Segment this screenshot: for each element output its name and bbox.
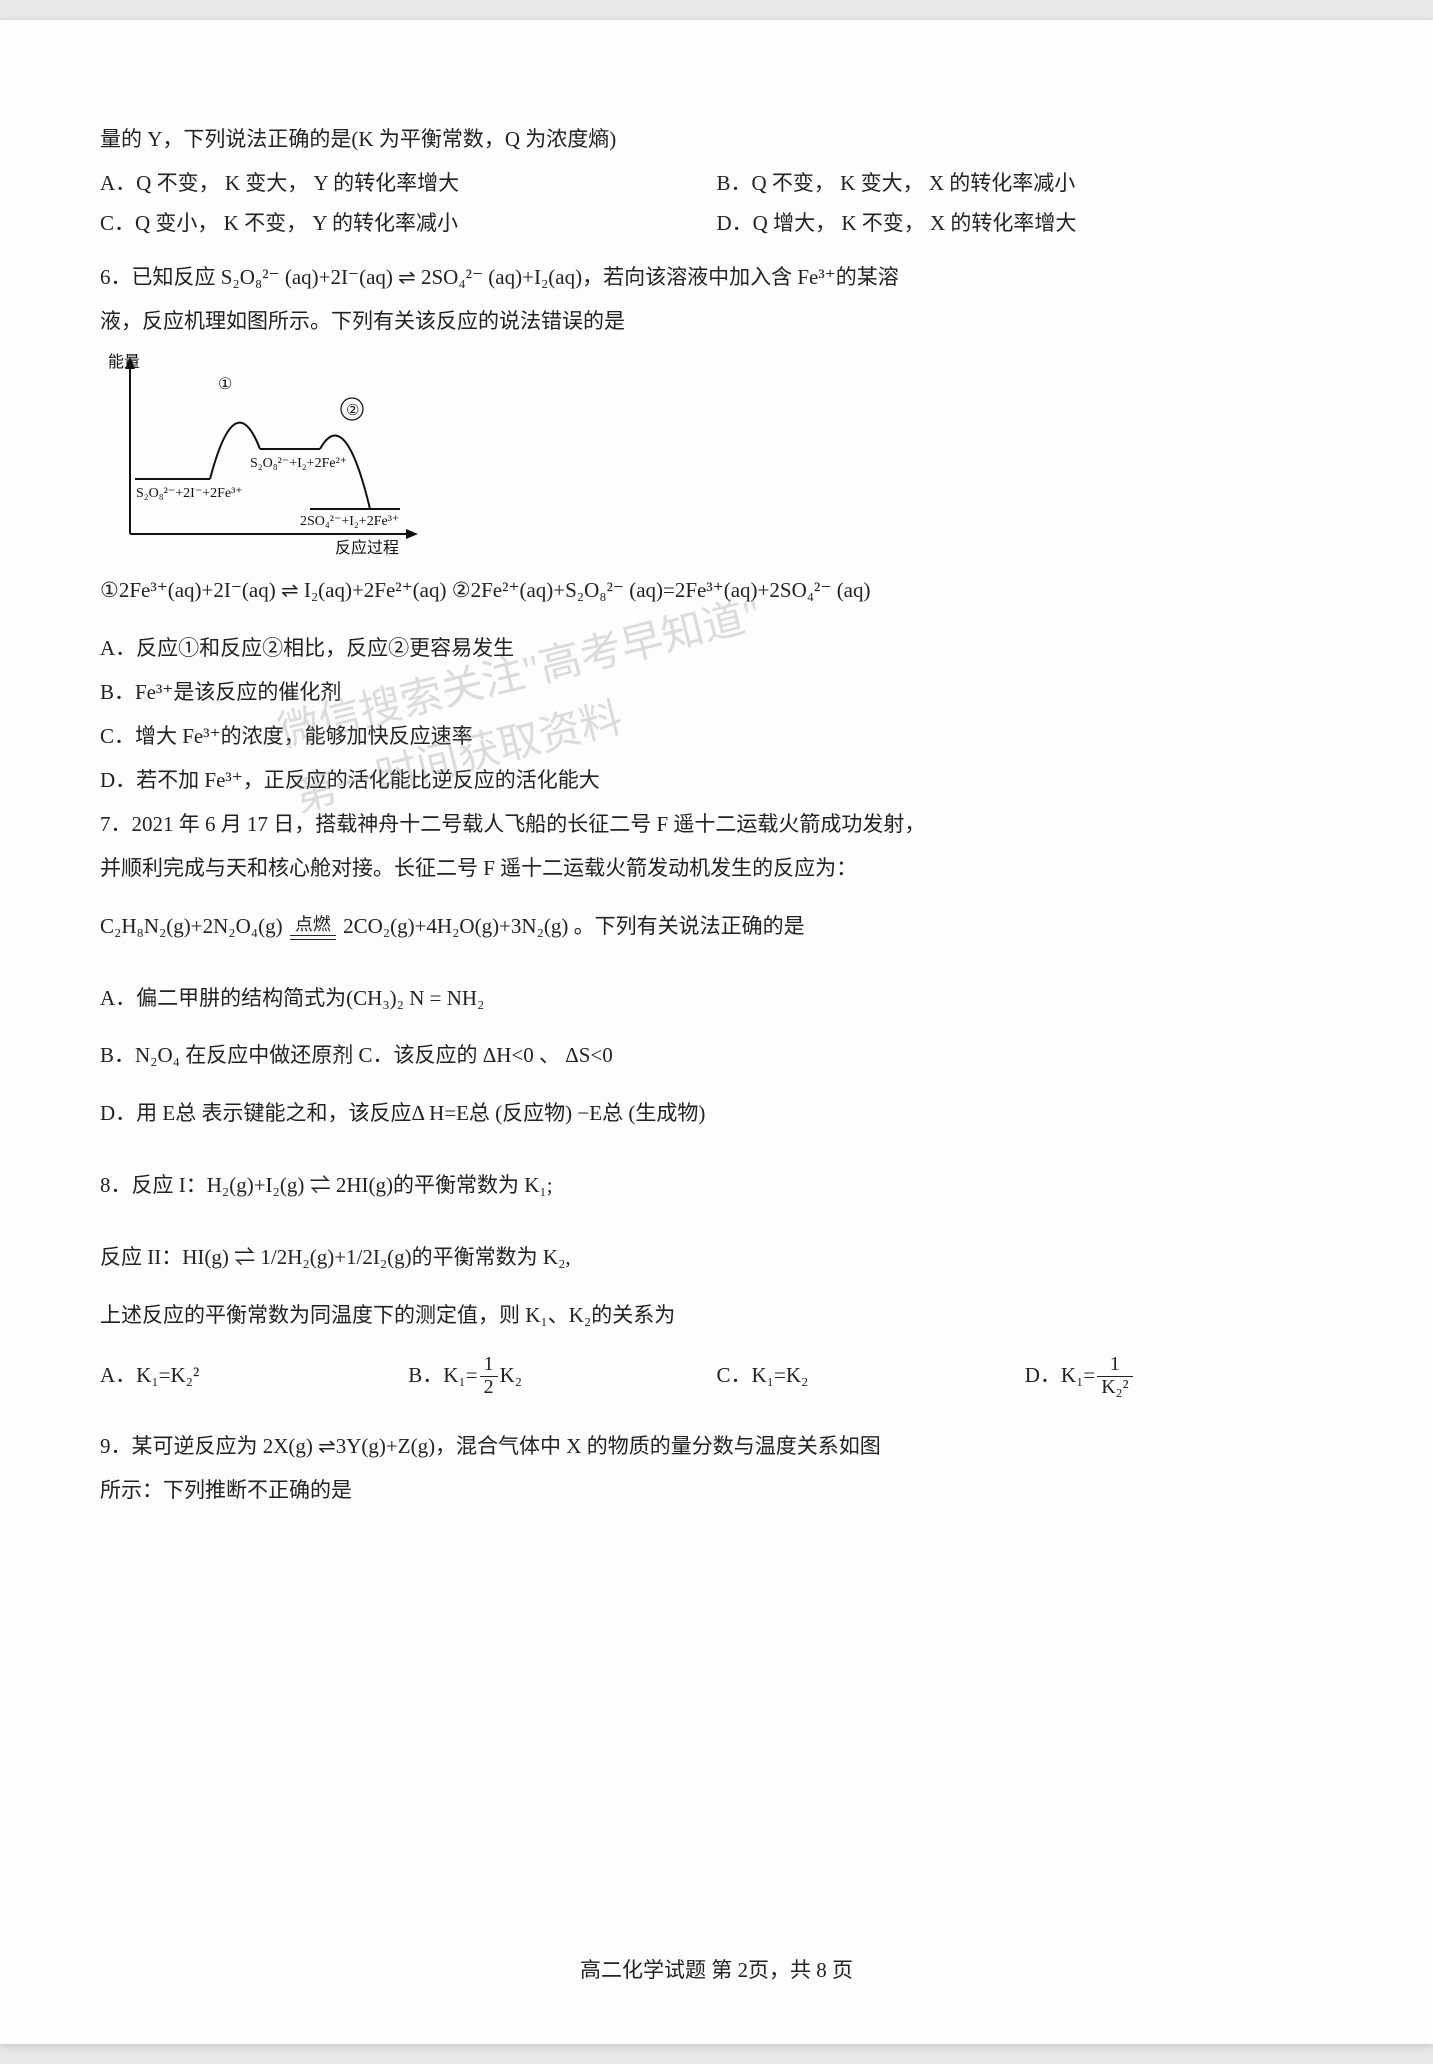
q8-optB-label: B．K₁= bbox=[408, 1356, 477, 1396]
q6-stem2: 液，反应机理如图所示。下列有关该反应的说法错误的是 bbox=[100, 302, 1333, 342]
q8-optD-den: K₂² bbox=[1097, 1377, 1132, 1399]
q8-optC-text: C．K₁=K₂ bbox=[717, 1356, 809, 1396]
q6-optB: B．Fe³⁺是该反应的催化剂 bbox=[100, 673, 1333, 713]
q7-optA: A．偏二甲肼的结构简式为(CH₃)₂ N = NH₂ bbox=[100, 979, 1333, 1019]
q8-optA: A．K₁=K₂² bbox=[100, 1356, 408, 1396]
q7-equation: C₂H₈N₂(g)+2N₂O₄(g) 点燃 2CO₂(g)+4H₂O(g)+3N… bbox=[100, 907, 1333, 947]
hump1-label: ① bbox=[218, 376, 232, 393]
exam-page: 微信搜索关注"高考早知道" 第一时间获取资料 量的 Y，下列说法正确的是(K 为… bbox=[0, 20, 1433, 2044]
state1-label: S₂O₈²⁻+2I⁻+2Fe³⁺ bbox=[136, 486, 243, 501]
q7-optBC: B．N₂O₄ 在反应中做还原剂 C．该反应的 ΔH<0 、 ΔS<0 bbox=[100, 1036, 1333, 1076]
q5-optC: C．Q 变小， K 不变， Y 的转化率减小 bbox=[100, 204, 717, 244]
q5-optB: B．Q 不变， K 变大， X 的转化率减小 bbox=[717, 164, 1334, 204]
q8-stem1: 8．反应 I：H₂(g)+I₂(g) ⇌ 2HI(g)的平衡常数为 K₁; bbox=[100, 1166, 1333, 1206]
q6-stem1: 6．已知反应 S₂O₈²⁻ (aq)+2I⁻(aq) ⇌ 2SO₄²⁻ (aq)… bbox=[100, 258, 1333, 298]
q7-stem1: 7．2021 年 6 月 17 日，搭载神舟十二号载人飞船的长征二号 F 遥十二… bbox=[100, 805, 1333, 845]
q8-optB-den: 2 bbox=[480, 1377, 498, 1399]
q6-energy-diagram: 能量 反应过程 S₂O₈²⁻+2I⁻+2Fe³⁺ ① S₂O₈²⁻+I₂+2Fe… bbox=[100, 349, 1333, 559]
q7-optD: D．用 E总 表示键能之和，该反应Δ H=E总 (反应物) −E总 (生成物) bbox=[100, 1094, 1333, 1134]
ignite-symbol: 点燃 bbox=[290, 916, 336, 940]
q5-stem-cont: 量的 Y，下列说法正确的是(K 为平衡常数，Q 为浓度熵) bbox=[100, 120, 1333, 160]
q8-optD-num: 1 bbox=[1097, 1354, 1132, 1377]
q8-stem3: 上述反应的平衡常数为同温度下的测定值，则 K₁、K₂的关系为 bbox=[100, 1296, 1333, 1336]
q9-stem2: 所示：下列推断不正确的是 bbox=[100, 1471, 1333, 1511]
q7-eq-left: C₂H₈N₂(g)+2N₂O₄(g) bbox=[100, 914, 283, 938]
q6-optD: D．若不加 Fe³⁺，正反应的活化能比逆反应的活化能大 bbox=[100, 761, 1333, 801]
content-area: 量的 Y，下列说法正确的是(K 为平衡常数，Q 为浓度熵) A．Q 不变， K … bbox=[100, 120, 1333, 1511]
q8-optB-frac: 1 2 bbox=[480, 1354, 498, 1399]
q8-optD-label: D．K₁= bbox=[1025, 1356, 1096, 1396]
q8-optD: D．K₁= 1 K₂² bbox=[1025, 1354, 1333, 1399]
q6-optA: A．反应①和反应②相比，反应②更容易发生 bbox=[100, 629, 1333, 669]
q8-optB-num: 1 bbox=[480, 1354, 498, 1377]
state2-label: S₂O₈²⁻+I₂+2Fe²⁺ bbox=[250, 456, 347, 471]
q8-options: A．K₁=K₂² B．K₁= 1 2 K₂ C．K₁=K₂ D．K₁= 1 K₂… bbox=[100, 1354, 1333, 1399]
energy-diagram-svg: 能量 反应过程 S₂O₈²⁻+2I⁻+2Fe³⁺ ① S₂O₈²⁻+I₂+2Fe… bbox=[100, 349, 440, 559]
state3-label: 2SO₄²⁻+I₂+2Fe³⁺ bbox=[300, 514, 399, 529]
q5-optA: A．Q 不变， K 变大， Y 的转化率增大 bbox=[100, 164, 717, 204]
q9-stem1: 9．某可逆反应为 2X(g) ⇌3Y(g)+Z(g)，混合气体中 X 的物质的量… bbox=[100, 1427, 1333, 1467]
y-axis-label: 能量 bbox=[108, 353, 140, 371]
q8-optD-frac: 1 K₂² bbox=[1097, 1354, 1132, 1399]
ignite-label: 点燃 bbox=[290, 916, 336, 934]
x-axis-label: 反应过程 bbox=[335, 538, 399, 557]
q8-optA-text: A．K₁=K₂² bbox=[100, 1356, 199, 1396]
q5-options-row2: C．Q 变小， K 不变， Y 的转化率减小 D．Q 增大， K 不变， X 的… bbox=[100, 204, 1333, 244]
q6-optC: C．增大 Fe³⁺的浓度，能够加快反应速率 bbox=[100, 717, 1333, 757]
q8-optB-tail: K₂ bbox=[500, 1356, 523, 1396]
hump2-label: ② bbox=[346, 403, 359, 419]
q8-stem2: 反应 II：HI(g) ⇌ 1/2H₂(g)+1/2I₂(g)的平衡常数为 K₂… bbox=[100, 1238, 1333, 1278]
q8-optC: C．K₁=K₂ bbox=[717, 1356, 1025, 1396]
q5-options-row1: A．Q 不变， K 变大， Y 的转化率增大 B．Q 不变， K 变大， X 的… bbox=[100, 164, 1333, 204]
q7-stem2: 并顺利完成与天和核心舱对接。长征二号 F 遥十二运载火箭发动机发生的反应为： bbox=[100, 849, 1333, 889]
q8-optB: B．K₁= 1 2 K₂ bbox=[408, 1354, 716, 1399]
page-footer: 高二化学试题 第 2页，共 8 页 bbox=[0, 1954, 1433, 1984]
q7-eq-right: 2CO₂(g)+4H₂O(g)+3N₂(g) 。下列有关说法正确的是 bbox=[343, 914, 805, 938]
q6-eqline: ①2Fe³⁺(aq)+2I⁻(aq) ⇌ I₂(aq)+2Fe²⁺(aq) ②2… bbox=[100, 571, 1333, 611]
q5-optD: D．Q 增大， K 不变， X 的转化率增大 bbox=[717, 204, 1334, 244]
